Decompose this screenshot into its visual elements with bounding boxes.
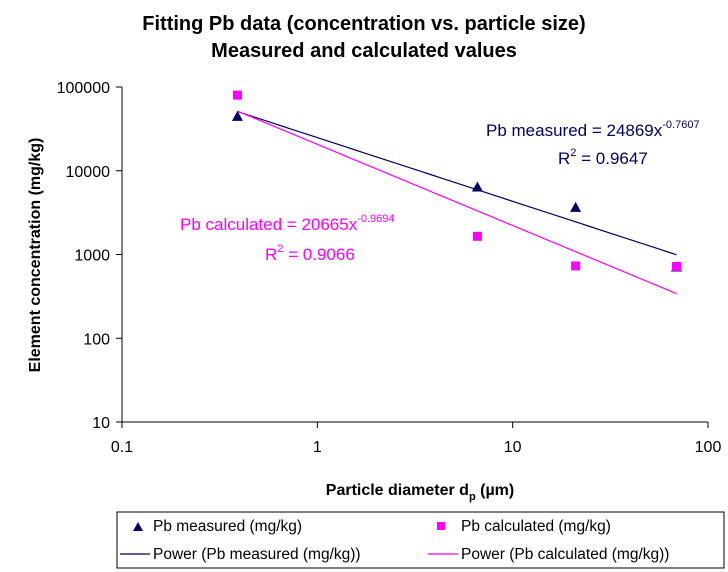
x-axis-label-unit: (µm) xyxy=(476,482,515,499)
legend-item-calculated-points: Pb calculated (mg/kg) xyxy=(437,518,611,535)
trendline-measured xyxy=(237,110,677,256)
measured-r2: R2 = 0.9647 xyxy=(558,147,648,168)
measured-equation-exponent: -0.7607 xyxy=(662,119,699,131)
x-tick-label: 1 xyxy=(313,439,322,456)
y-tick-label: 10000 xyxy=(66,164,111,181)
y-tick-label: 100 xyxy=(83,331,110,348)
x-tick-label: 0.1 xyxy=(111,439,133,456)
chart-title: Fitting Pb data (concentration vs. parti… xyxy=(142,13,585,35)
data-point-calculated xyxy=(472,231,482,241)
y-axis-label: Element concentration (mg/kg) xyxy=(27,138,44,373)
legend-label-measured-trend: Power (Pb measured (mg/kg)) xyxy=(153,546,361,563)
x-axis-label: Particle diameter dp (µm) xyxy=(326,482,514,503)
calculated-equation: Pb calculated = 20665x-0.9694 xyxy=(180,213,395,234)
legend-label-measured-points: Pb measured (mg/kg) xyxy=(153,518,302,535)
legend-label-calculated-trend: Power (Pb calculated (mg/kg)) xyxy=(461,546,669,563)
calculated-equation-text: Pb calculated = 20665x xyxy=(180,215,358,234)
legend-label-calculated-points: Pb calculated (mg/kg) xyxy=(461,518,611,535)
measured-r2-label: R xyxy=(558,149,570,168)
y-tick-label: 1000 xyxy=(74,248,110,265)
legend-item-measured-points: Pb measured (mg/kg) xyxy=(133,518,302,535)
measured-r2-text: = 0.9647 xyxy=(576,149,647,168)
trendline-calculated xyxy=(237,110,677,295)
calculated-equation-exponent: -0.9694 xyxy=(357,213,394,225)
calculated-r2: R2 = 0.9066 xyxy=(265,243,355,264)
legend-square-marker xyxy=(437,522,445,530)
measured-equation-text: Pb measured = 24869x xyxy=(486,121,663,140)
legend-frame xyxy=(116,511,725,569)
x-tick-label: 100 xyxy=(695,439,722,456)
legend: Pb measured (mg/kg) Pb calculated (mg/kg… xyxy=(116,511,725,569)
x-axis-label-main: Particle diameter d xyxy=(326,482,469,499)
data-point-calculated xyxy=(672,261,682,271)
x-axis-label-subscript: p xyxy=(469,491,476,503)
legend-triangle-marker xyxy=(133,522,143,531)
data-point-calculated xyxy=(571,261,581,271)
measured-r2-sup: 2 xyxy=(570,147,576,159)
data-point-measured xyxy=(570,201,582,212)
y-tick-label: 10 xyxy=(92,415,110,432)
legend-item-calculated-trend: Power (Pb calculated (mg/kg)) xyxy=(428,546,669,563)
x-tick-label: 10 xyxy=(504,439,522,456)
data-point-measured xyxy=(231,110,243,121)
calculated-r2-text: = 0.9066 xyxy=(283,245,354,264)
data-point-measured xyxy=(471,181,483,192)
chart-subtitle: Measured and calculated values xyxy=(211,40,517,62)
measured-equation: Pb measured = 24869x-0.7607 xyxy=(486,119,700,140)
y-tick-label: 100000 xyxy=(57,80,110,97)
calculated-r2-sup: 2 xyxy=(277,243,283,255)
series-layer xyxy=(231,90,683,295)
calculated-r2-label: R xyxy=(265,245,277,264)
legend-item-measured-trend: Power (Pb measured (mg/kg)) xyxy=(120,546,361,563)
x-axis-ticks: 0.1 1 10 100 xyxy=(111,422,722,456)
y-axis-ticks: 10 100 1000 10000 100000 xyxy=(57,80,122,432)
data-point-calculated xyxy=(232,90,242,100)
